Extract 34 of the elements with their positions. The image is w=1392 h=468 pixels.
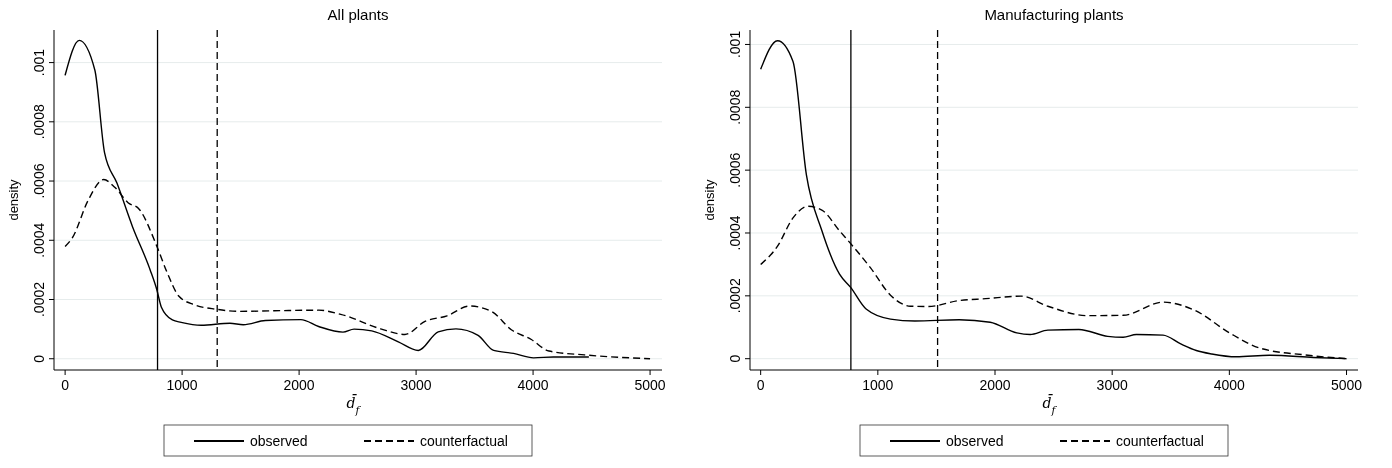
x-tick-label: 0 <box>756 377 765 393</box>
y-tick-label: .0006 <box>31 163 47 199</box>
x-tick-label: 4000 <box>517 377 549 393</box>
y-axis-title: density <box>702 178 717 221</box>
y-tick-label: .0004 <box>727 215 743 251</box>
y-tick-label: .0004 <box>31 222 47 258</box>
y-tick-label: 0 <box>31 354 47 363</box>
x-tick-label: 4000 <box>1213 377 1246 393</box>
x-tick-label: 0 <box>61 377 70 393</box>
x-axis-title: d̄$_{f}$ <box>1042 393 1058 416</box>
x-tick-label: 5000 <box>1330 377 1363 393</box>
y-tick-label: .0008 <box>727 89 743 125</box>
legend-label: observed <box>250 433 308 449</box>
legend-label: counterfactual <box>420 433 508 449</box>
x-tick-label: 3000 <box>1096 377 1128 393</box>
x-tick-label: 2000 <box>979 377 1011 393</box>
y-tick-label: .0008 <box>31 104 47 140</box>
x-tick-label: 1000 <box>862 377 894 393</box>
x-tick-label: 5000 <box>634 377 666 393</box>
x-tick-label: 3000 <box>400 377 432 393</box>
y-tick-label: .0002 <box>31 281 47 318</box>
x-tick-label: 2000 <box>283 377 315 393</box>
y-tick-label: .0006 <box>727 152 743 188</box>
y-axis-title: density <box>6 178 21 221</box>
chart-title: Manufacturing plants <box>984 6 1124 23</box>
legend-label: observed <box>946 433 1004 449</box>
y-tick-label: .001 <box>727 30 743 59</box>
y-tick-label: 0 <box>727 354 743 363</box>
x-tick-label: 1000 <box>166 377 198 393</box>
legend-label: counterfactual <box>1116 433 1204 449</box>
chart-title: All plants <box>327 6 389 23</box>
y-tick-label: .0002 <box>727 278 743 314</box>
y-tick-label: .001 <box>31 48 47 77</box>
x-axis-title: d̄$_{f}$ <box>346 393 362 416</box>
